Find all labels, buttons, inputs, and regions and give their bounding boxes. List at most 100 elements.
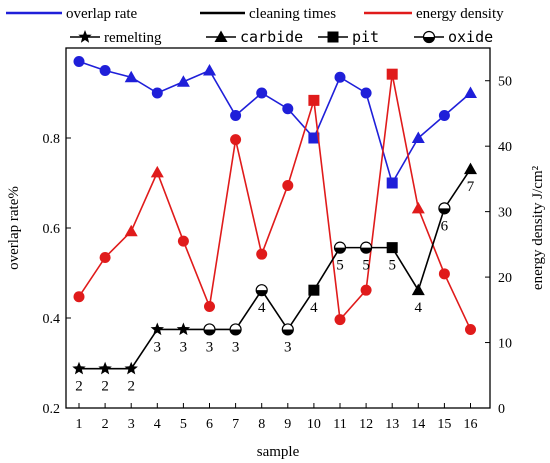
data-point [150,322,164,336]
data-label: 3 [154,339,162,355]
data-point [176,322,191,336]
data-point-fill [334,247,346,254]
data-point [308,284,320,296]
data-point [230,134,242,146]
data-label: 4 [310,300,318,316]
left-tick-label: 0.2 [43,402,61,417]
data-point [255,284,268,297]
data-point [438,202,451,215]
data-point-fill [438,208,450,214]
data-label: 3 [284,339,292,355]
x-tick-label: 2 [102,417,109,432]
legend-label: energy density [416,6,504,22]
series-line [79,168,472,370]
data-point-fill [230,329,242,335]
x-tick-label: 3 [128,417,135,432]
legend-label: oxide [448,28,493,46]
data-point [150,165,164,178]
data-label: 3 [180,339,188,355]
data-point [438,268,450,280]
data-label: 5 [336,258,344,274]
data-label: 2 [75,379,83,395]
data-point [176,75,190,87]
data-label: 3 [232,339,240,355]
right-tick-label: 30 [498,206,512,221]
data-point [411,131,425,143]
data-point [360,284,372,296]
right-tick-label: 0 [498,402,505,417]
legend-label: overlap rate [66,6,138,22]
data-point [464,86,477,98]
data-point [334,71,346,83]
legend-label: pit [352,28,379,46]
data-label: 3 [206,339,214,355]
legend-label: carbide [240,28,303,46]
right-tick-label: 50 [498,75,512,90]
right-tick-label: 10 [498,337,512,352]
data-point [282,103,294,115]
legend-marker-fill [423,37,435,43]
right-axis-label: energy density J/cm² [530,165,546,290]
data-point [386,68,398,80]
data-label: 5 [388,258,396,274]
series-line [78,74,472,330]
x-axis-label: sample [257,444,300,460]
legend-label: cleaning times [249,6,336,22]
x-tick-label: 16 [464,417,478,432]
data-point [256,248,268,260]
right-tick-label: 20 [498,271,512,286]
x-tick-label: 5 [180,417,187,432]
data-point-fill [360,247,372,254]
series-overlap-rate [73,56,477,189]
data-point-fill [256,290,268,296]
data-point [124,361,138,375]
data-point [203,64,216,76]
data-point [124,224,138,237]
data-point [73,56,85,67]
data-label: 7 [467,179,475,195]
series-group: 2 2 2 3 3 3 3 4 3 4 5 5 5 4 6 7 [72,56,477,395]
data-point [411,283,425,296]
data-label: 2 [127,379,135,395]
x-tick-label: 6 [206,417,213,432]
data-point [98,361,112,375]
data-point [281,323,294,336]
data-point [464,162,477,175]
x-tick-label: 13 [385,417,399,432]
data-point [282,179,294,191]
x-tick-label: 8 [258,417,265,432]
x-tick-label: 11 [333,417,346,432]
data-point [308,94,320,106]
data-label: 5 [362,258,370,274]
data-label: 4 [258,300,266,316]
data-point [334,314,346,326]
axes: 1 2 3 4 5 6 7 8 9 10 11 12 13 14 15 160.20.40.60.801020… [43,75,513,432]
data-label: 6 [441,218,449,234]
data-point [333,241,347,254]
data-label: 4 [415,300,423,316]
data-point [124,70,138,83]
right-tick-label: 40 [498,140,512,155]
series-line [78,60,472,186]
data-label: 2 [101,379,109,395]
x-tick-label: 12 [359,417,373,432]
data-point [204,301,215,313]
legend: overlap rate cleaning times energy density… [6,6,504,46]
x-tick-label: 10 [307,417,321,432]
data-point [438,110,450,121]
data-point [99,251,111,263]
series-energy-density [73,68,476,335]
data-point [99,65,111,76]
data-point [203,323,216,336]
legend-marker [422,30,436,44]
data-point [230,110,242,121]
data-point [308,132,320,144]
data-point [229,323,242,336]
x-tick-label: 4 [154,417,161,432]
left-tick-label: 0.6 [43,222,61,237]
data-point [72,361,86,375]
data-point [360,87,372,99]
data-point [256,87,268,99]
data-point [411,201,425,214]
